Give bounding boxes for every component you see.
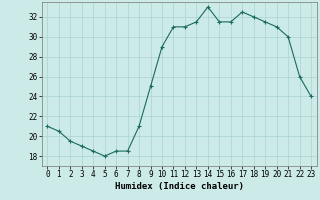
X-axis label: Humidex (Indice chaleur): Humidex (Indice chaleur) — [115, 182, 244, 191]
